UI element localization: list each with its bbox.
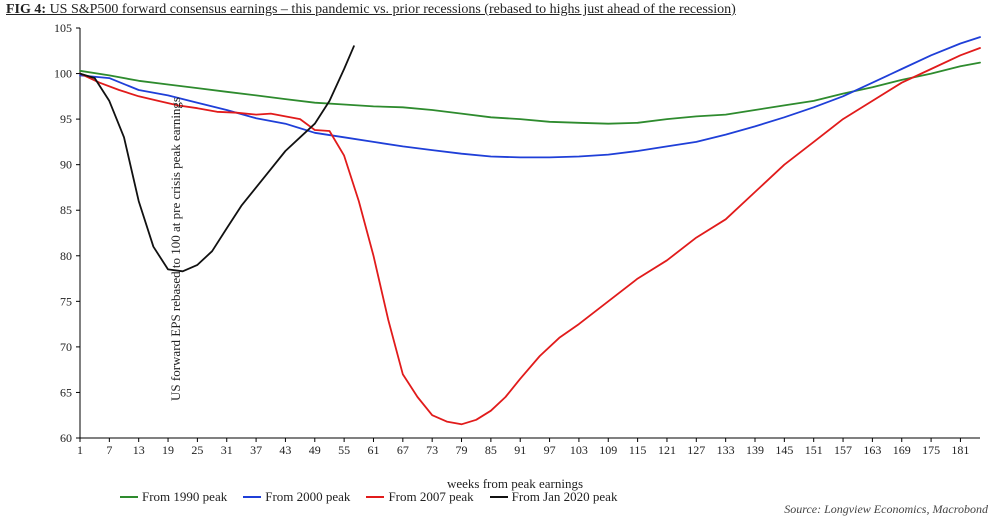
x-tick-label: 1 [77, 443, 83, 457]
x-tick-label: 175 [922, 443, 940, 457]
y-tick-label: 65 [60, 385, 72, 399]
x-tick-label: 43 [279, 443, 291, 457]
x-tick-label: 97 [544, 443, 556, 457]
legend-swatch [120, 496, 138, 498]
y-tick-label: 90 [60, 158, 72, 172]
x-tick-label: 55 [338, 443, 350, 457]
x-tick-label: 121 [658, 443, 676, 457]
x-tick-label: 139 [746, 443, 764, 457]
x-tick-label: 19 [162, 443, 174, 457]
legend-label: From 1990 peak [142, 489, 227, 505]
x-tick-label: 31 [221, 443, 233, 457]
x-tick-label: 151 [805, 443, 823, 457]
x-tick-label: 133 [717, 443, 735, 457]
figure-title-text: US S&P500 forward consensus earnings – t… [46, 2, 736, 17]
y-axis-label: US forward EPS rebased to 100 at pre cri… [168, 97, 184, 401]
x-tick-label: 169 [893, 443, 911, 457]
x-tick-label: 7 [106, 443, 112, 457]
legend-item-from-2000: From 2000 peak [243, 489, 350, 505]
x-tick-label: 79 [456, 443, 468, 457]
y-tick-label: 75 [60, 294, 72, 308]
x-tick-label: 25 [191, 443, 203, 457]
legend-item-from-2020: From Jan 2020 peak [490, 489, 618, 505]
x-tick-label: 85 [485, 443, 497, 457]
x-tick-label: 67 [397, 443, 409, 457]
x-tick-label: 109 [599, 443, 617, 457]
y-tick-label: 95 [60, 112, 72, 126]
x-tick-label: 61 [367, 443, 379, 457]
y-tick-label: 100 [54, 67, 72, 81]
x-tick-label: 181 [951, 443, 969, 457]
x-tick-label: 13 [133, 443, 145, 457]
y-tick-label: 60 [60, 431, 72, 445]
x-tick-label: 49 [309, 443, 321, 457]
legend-swatch [243, 496, 261, 498]
legend-label: From Jan 2020 peak [512, 489, 618, 505]
x-tick-label: 145 [775, 443, 793, 457]
x-tick-label: 157 [834, 443, 852, 457]
y-tick-label: 105 [54, 24, 72, 35]
y-tick-label: 70 [60, 340, 72, 354]
y-tick-label: 85 [60, 203, 72, 217]
legend-label: From 2000 peak [265, 489, 350, 505]
x-tick-label: 127 [687, 443, 705, 457]
x-tick-label: 91 [514, 443, 526, 457]
legend-item-from-2007: From 2007 peak [366, 489, 473, 505]
legend-swatch [366, 496, 384, 498]
x-tick-label: 115 [629, 443, 647, 457]
chart-area: US forward EPS rebased to 100 at pre cri… [40, 24, 990, 474]
chart-legend: From 1990 peak From 2000 peak From 2007 pe… [120, 489, 617, 505]
figure-title-prefix: FIG 4: [6, 2, 46, 17]
page: FIG 4: US S&P500 forward consensus earni… [0, 0, 1000, 523]
figure-title: FIG 4: US S&P500 forward consensus earni… [6, 2, 736, 18]
x-tick-label: 103 [570, 443, 588, 457]
x-tick-label: 73 [426, 443, 438, 457]
y-tick-label: 80 [60, 249, 72, 263]
legend-swatch [490, 496, 508, 498]
legend-item-from-1990: From 1990 peak [120, 489, 227, 505]
x-tick-label: 37 [250, 443, 262, 457]
legend-label: From 2007 peak [388, 489, 473, 505]
source-attribution: Source: Longview Economics, Macrobond [784, 502, 988, 517]
x-tick-label: 163 [863, 443, 881, 457]
